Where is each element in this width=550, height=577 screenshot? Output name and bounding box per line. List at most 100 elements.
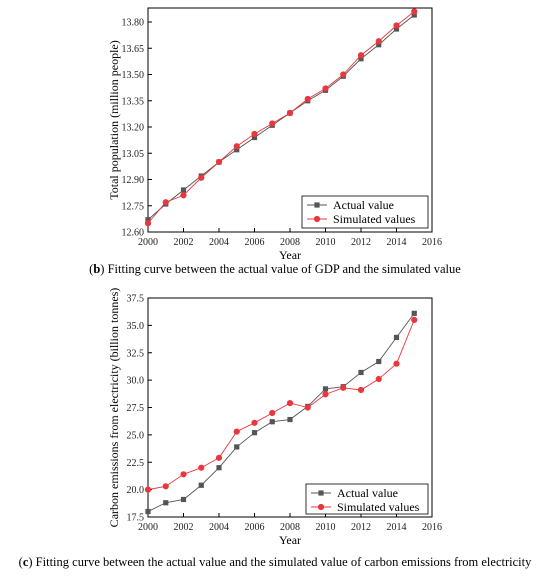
legend-box bbox=[305, 483, 429, 515]
data-point-simulated bbox=[393, 22, 400, 29]
data-point-simulated bbox=[304, 95, 311, 103]
data-point-simulated bbox=[162, 483, 169, 490]
x-tick-label: 2012 bbox=[351, 522, 371, 533]
data-point-simulated bbox=[340, 71, 347, 78]
y-tick-label: 13.20 bbox=[122, 123, 145, 134]
data-point-actual bbox=[198, 482, 204, 488]
y-tick-label: 13.35 bbox=[122, 96, 145, 107]
data-point-simulated bbox=[322, 85, 329, 92]
x-tick-label: 2008 bbox=[280, 237, 300, 248]
data-point-actual bbox=[269, 419, 275, 425]
y-tick-label: 25.0 bbox=[127, 430, 145, 441]
x-tick-label: 2014 bbox=[387, 237, 407, 248]
data-point-simulated bbox=[269, 120, 276, 127]
data-point-simulated bbox=[411, 316, 418, 323]
data-point-simulated bbox=[269, 409, 276, 417]
data-point-simulated bbox=[162, 199, 169, 206]
y-tick-label: 13.05 bbox=[122, 149, 145, 160]
x-tick-label: 2014 bbox=[387, 522, 407, 533]
legend-marker-simulated bbox=[317, 503, 325, 511]
y-tick-label: 20.0 bbox=[127, 485, 145, 496]
x-tick-label: 2002 bbox=[174, 237, 194, 248]
y-tick-label: 30.0 bbox=[127, 376, 145, 387]
x-tick-label: 2016 bbox=[422, 522, 442, 533]
y-tick-label: 13.65 bbox=[122, 44, 145, 55]
data-point-simulated bbox=[340, 384, 347, 391]
data-point-actual bbox=[163, 500, 169, 506]
data-point-simulated bbox=[357, 52, 365, 59]
data-point-actual bbox=[251, 134, 258, 141]
x-tick-label: 2000 bbox=[138, 522, 158, 533]
data-point-simulated bbox=[198, 174, 205, 181]
data-point-actual bbox=[358, 369, 364, 376]
legend-label: Actual value bbox=[337, 486, 398, 500]
data-point-actual bbox=[145, 217, 151, 223]
data-point-simulated bbox=[215, 454, 223, 461]
data-point-actual bbox=[180, 187, 187, 193]
data-point-actual bbox=[411, 12, 417, 18]
x-axis-label: Year bbox=[279, 248, 301, 262]
data-point-actual bbox=[358, 56, 364, 62]
x-tick-label: 2004 bbox=[209, 237, 229, 248]
data-point-actual bbox=[234, 444, 240, 450]
data-point-simulated bbox=[286, 109, 294, 117]
data-point-simulated bbox=[144, 220, 152, 227]
data-point-simulated bbox=[180, 471, 187, 478]
x-tick-label: 2016 bbox=[422, 237, 442, 248]
data-point-simulated bbox=[393, 360, 400, 367]
data-point-actual bbox=[393, 26, 400, 32]
data-point-actual bbox=[251, 430, 258, 436]
x-tick-label: 2010 bbox=[316, 522, 336, 533]
y-tick-label: 13.80 bbox=[122, 18, 145, 29]
data-point-simulated bbox=[411, 8, 418, 15]
chart-c: 2000 2002 2004 2006 2008 2010 2012 2014 2016 17.5… bbox=[107, 288, 442, 547]
x-tick-label: 2012 bbox=[351, 237, 371, 248]
legend-box bbox=[301, 195, 429, 229]
y-tick-label: 12.75 bbox=[122, 201, 145, 212]
data-point-simulated bbox=[233, 428, 240, 435]
series-line-simulated bbox=[147, 319, 415, 491]
data-point-simulated bbox=[180, 192, 187, 199]
caption-b: (b) Fitting curve between the actual val… bbox=[89, 262, 461, 276]
data-point-actual bbox=[376, 358, 382, 365]
caption-c: (c) Fitting curve between the actual val… bbox=[18, 555, 532, 569]
y-tick-label: 12.60 bbox=[122, 228, 145, 239]
y-tick-label: 17.5 bbox=[127, 513, 145, 524]
data-point-simulated bbox=[304, 404, 311, 411]
series-line-actual bbox=[147, 313, 415, 512]
data-point-simulated bbox=[251, 419, 258, 426]
y-axis-label: Total population (million people) bbox=[107, 40, 121, 199]
data-point-simulated bbox=[286, 400, 294, 407]
chart-b: 2000 2002 2004 2006 2008 2010 2012 2014 2016 12.6… bbox=[107, 7, 442, 262]
data-point-simulated bbox=[322, 391, 329, 398]
data-point-actual bbox=[287, 416, 293, 423]
legend-label: Actual value bbox=[333, 198, 394, 212]
series-line-simulated bbox=[147, 11, 415, 224]
legend-marker-simulated bbox=[313, 215, 321, 223]
x-tick-label: 2000 bbox=[138, 237, 158, 248]
legend-marker-actual bbox=[318, 490, 324, 496]
data-point-simulated bbox=[251, 130, 258, 138]
y-tick-label: 32.5 bbox=[127, 348, 145, 359]
x-tick-label: 2002 bbox=[174, 522, 194, 533]
x-tick-label: 2004 bbox=[209, 522, 229, 533]
data-point-actual bbox=[393, 334, 400, 341]
data-point-actual bbox=[376, 42, 382, 48]
data-point-actual bbox=[411, 310, 417, 316]
y-axis-label: Carbon emissions from electricity (billi… bbox=[107, 288, 121, 528]
data-point-simulated bbox=[233, 143, 240, 150]
y-tick-label: 13.50 bbox=[122, 70, 145, 81]
legend-marker-actual bbox=[314, 202, 320, 208]
y-tick-label: 22.5 bbox=[127, 458, 145, 469]
y-tick-label: 35.0 bbox=[127, 321, 145, 332]
data-point-simulated bbox=[144, 486, 152, 493]
data-point-simulated bbox=[375, 38, 382, 45]
data-point-simulated bbox=[198, 464, 205, 471]
x-tick-label: 2010 bbox=[316, 237, 336, 248]
y-tick-label: 37.5 bbox=[127, 294, 145, 305]
legend-label: Simulated values bbox=[337, 500, 420, 514]
data-point-actual bbox=[216, 465, 222, 471]
